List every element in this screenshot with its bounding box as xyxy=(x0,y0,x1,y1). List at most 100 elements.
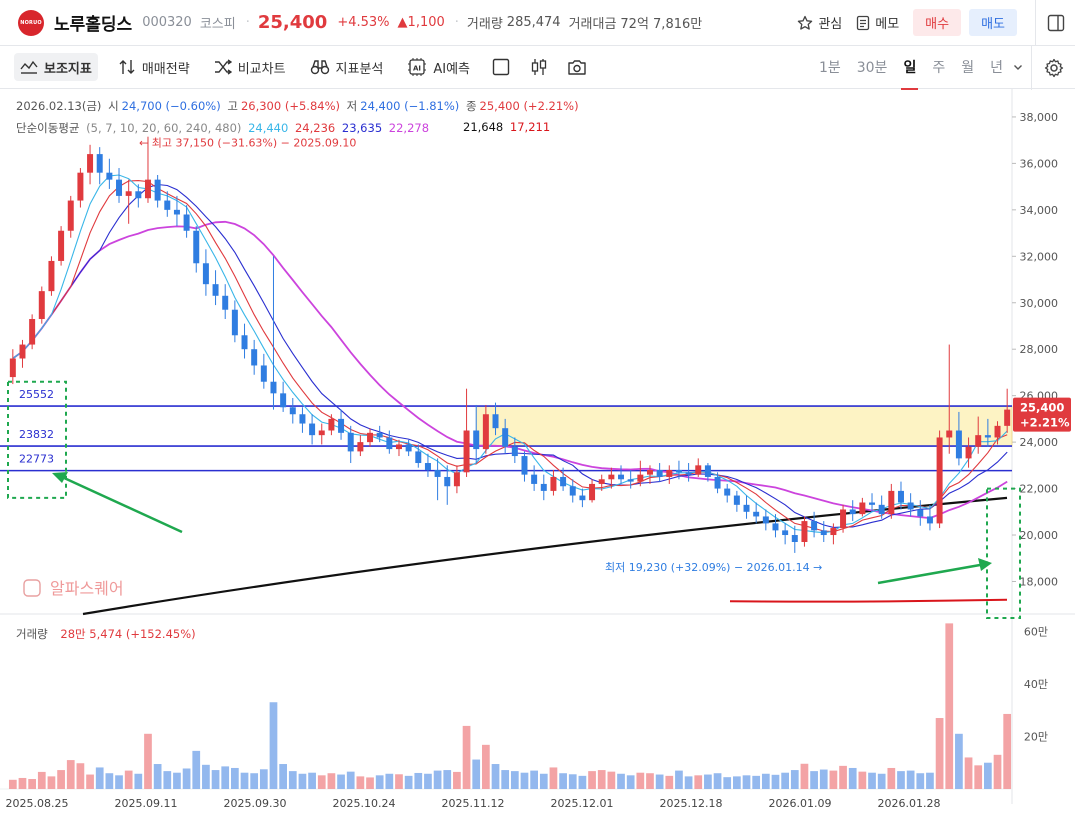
volume-bar xyxy=(37,771,46,789)
watermark-text: 알파스퀘어 xyxy=(50,579,124,598)
candle-body xyxy=(965,446,972,459)
candle-body xyxy=(9,358,16,378)
compare-button[interactable]: 비교차트 xyxy=(210,53,290,81)
strategy-button[interactable]: 매매전략 xyxy=(114,53,194,81)
change-amount: ▲1,100 xyxy=(397,15,445,30)
watermark-logo-icon xyxy=(23,579,41,597)
ma-info-row: 단순이동평균 (5, 7, 10, 20, 60, 240, 480) 24,4… xyxy=(16,120,432,136)
period-more-dropdown[interactable] xyxy=(1013,46,1023,90)
volume-bar xyxy=(95,767,104,789)
side-panel-toggle[interactable] xyxy=(1035,0,1075,45)
candle-body xyxy=(955,430,962,459)
candle-body xyxy=(144,179,151,199)
info-close-value: 25,400 (+2.21%) xyxy=(479,99,579,113)
x-axis-date-label: 2026.01.28 xyxy=(878,797,941,810)
period-month[interactable]: 월 xyxy=(961,60,975,76)
candle-body xyxy=(444,476,451,487)
volume-bar xyxy=(530,770,538,789)
volume-bar xyxy=(124,770,133,789)
volume-bar xyxy=(462,725,471,789)
candle-body xyxy=(984,435,991,438)
price-tick-label: 32,000 xyxy=(1020,250,1059,263)
candle-body xyxy=(202,263,209,285)
watchlist-button[interactable]: 관심 xyxy=(797,13,842,32)
period-30min[interactable]: 30분 xyxy=(856,60,888,76)
volume-bar xyxy=(8,779,17,789)
ma60-line xyxy=(12,220,1008,520)
period-day[interactable]: 일 xyxy=(901,46,919,90)
candle-body xyxy=(318,430,325,436)
volume-bar xyxy=(675,770,683,789)
volume-bar xyxy=(86,774,94,789)
camera-icon xyxy=(568,60,586,75)
volume-bar xyxy=(337,774,345,789)
candle-body xyxy=(463,430,470,473)
candle-body xyxy=(888,490,895,515)
volume-bar xyxy=(800,763,809,789)
info-low-value: 24,400 (−1.81%) xyxy=(360,99,460,113)
chart-box-toggle[interactable] xyxy=(490,53,512,81)
candle-body xyxy=(897,490,904,503)
separator-dot-2: · xyxy=(454,15,459,30)
price-chart-svg[interactable]: 38,00036,00034,00032,00030,00028,00026,0… xyxy=(0,89,1075,824)
volume-bar xyxy=(491,764,500,789)
volume-bar xyxy=(501,770,510,789)
candle-body xyxy=(48,260,55,292)
candle-body xyxy=(859,502,866,515)
volume-bar xyxy=(259,769,268,789)
settings-button[interactable] xyxy=(1031,46,1075,90)
volume-bar xyxy=(18,777,27,789)
volume-bar xyxy=(578,775,587,789)
candle-body xyxy=(801,521,808,542)
chart-area[interactable]: 38,000 36,000 34,000 32,000 30,000 28,000 26,0… xyxy=(0,89,1075,824)
buy-button[interactable]: 매수 xyxy=(913,9,962,36)
analysis-label: 지표분석 xyxy=(335,61,384,77)
candle-body xyxy=(849,509,856,515)
sell-button[interactable]: 매도 xyxy=(969,9,1017,36)
candle-body xyxy=(231,309,238,336)
high-price-annotation: ← 최고 37,150 (−31.63%) − 2025.09.10 xyxy=(139,137,356,150)
period-1min[interactable]: 1분 xyxy=(818,60,841,76)
last-price-badge xyxy=(1013,397,1071,432)
period-year[interactable]: 년 xyxy=(990,60,1003,76)
memo-button[interactable]: 메모 xyxy=(856,13,899,32)
candle-body xyxy=(212,284,219,296)
volume-bar xyxy=(964,757,973,789)
price-tick-label: 22,000 xyxy=(1020,483,1059,496)
volume-bar xyxy=(317,775,326,789)
last-change-badge-value: +2.21% xyxy=(1020,416,1070,430)
candle-body xyxy=(550,476,557,491)
candle-body xyxy=(695,465,702,475)
volume-bar xyxy=(366,777,374,789)
candle-body xyxy=(260,365,267,382)
volume-bar xyxy=(47,776,56,789)
candle-body xyxy=(646,469,653,475)
period-week[interactable]: 주 xyxy=(932,60,946,76)
volume-bar xyxy=(153,764,162,789)
candle-body xyxy=(154,179,161,201)
strategy-label: 매매전략 xyxy=(141,61,190,77)
company-logo: NORUO xyxy=(18,9,44,36)
screenshot-button[interactable] xyxy=(566,53,588,81)
candle-body xyxy=(560,476,567,487)
indicators-button[interactable]: 보조지표 xyxy=(14,53,98,81)
analysis-button[interactable]: 지표분석 xyxy=(306,53,388,81)
volume-bar xyxy=(588,771,596,789)
volume-bar xyxy=(568,774,577,789)
volume-bar xyxy=(877,773,886,789)
candle-body xyxy=(579,495,586,501)
volume-bar xyxy=(810,771,818,789)
candle-body xyxy=(77,172,84,201)
volume-bar xyxy=(453,771,461,789)
volume-info-row: 거래량 28만 5,474 (+152.45%) xyxy=(16,626,199,642)
price-tick-label: 18,000 xyxy=(1020,575,1059,588)
volume-bar xyxy=(887,767,896,789)
chart-type-button[interactable] xyxy=(528,53,550,81)
volume-bar xyxy=(955,733,963,789)
ai-predict-button[interactable]: AI AI예측 xyxy=(403,53,474,81)
info-close-label: 종 xyxy=(465,99,477,113)
gear-icon xyxy=(1044,58,1063,78)
candle-body xyxy=(926,516,933,524)
stock-name: 노루홀딩스 xyxy=(54,15,133,35)
volume-bar xyxy=(192,750,201,789)
